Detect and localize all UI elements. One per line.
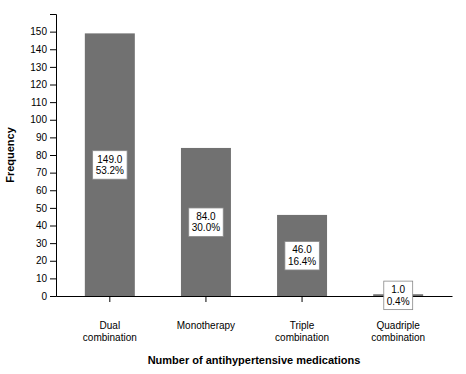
x-axis: Dualcombination Monotherapy Triplecombinat… <box>57 296 453 343</box>
data-label-box <box>384 281 413 310</box>
y-tick-label: 120 <box>30 79 47 90</box>
x-tick-label: Dualcombination <box>83 320 137 343</box>
data-labels: 149.053.2% 84.030.0% 46.016.4% 1.00.4% <box>93 151 413 310</box>
y-tick-label: 30 <box>36 238 48 249</box>
y-tick: 40 <box>36 220 56 231</box>
y-tick-label: 90 <box>36 132 48 143</box>
bars <box>85 33 423 296</box>
plot: 0 10 20 30 40 50 60 70 80 90 100 110 120 130 140 150 Dua… <box>30 15 452 343</box>
data-label-value: 1.0 <box>391 284 405 295</box>
y-tick-mark <box>50 32 56 33</box>
y-tick: 70 <box>36 167 56 178</box>
data-label: 1.00.4% <box>384 281 413 310</box>
data-label-value: 46.0 <box>292 244 312 255</box>
x-axis-title: Number of antihypertensive medications <box>148 354 361 366</box>
x-tick-label: Triplecombination <box>275 320 329 343</box>
x-tick-mark <box>302 296 303 302</box>
data-label-percentage: 53.2% <box>96 165 124 176</box>
x-tick-mark <box>205 296 206 302</box>
data-label-percentage: 30.0% <box>192 222 220 233</box>
bar <box>85 33 135 296</box>
data-label-text: 149.053.2% <box>96 154 124 177</box>
y-tick: 10 <box>36 273 56 284</box>
y-axis: 0 10 20 30 40 50 60 70 80 90 100 110 120 130 140 150 <box>30 15 56 302</box>
y-axis-line <box>50 15 57 297</box>
y-tick-label: 150 <box>30 26 47 37</box>
data-label-percentage: 0.4% <box>387 296 410 307</box>
y-tick-mark <box>50 102 56 103</box>
y-tick-label: 40 <box>36 220 48 231</box>
y-tick-label: 70 <box>36 167 48 178</box>
y-tick-label: 10 <box>36 273 48 284</box>
data-label-value: 84.0 <box>196 211 216 222</box>
data-label-box <box>285 241 319 270</box>
y-tick: 90 <box>36 132 56 143</box>
y-tick: 150 <box>30 26 56 37</box>
y-tick: 50 <box>36 203 56 214</box>
y-axis-title: Frequency <box>4 126 16 183</box>
x-tick: Dualcombination <box>83 296 137 343</box>
y-tick: 30 <box>36 238 56 249</box>
y-tick-mark <box>50 190 56 191</box>
y-tick-mark <box>50 155 56 156</box>
y-tick-mark <box>50 173 56 174</box>
y-tick-label: 60 <box>36 185 48 196</box>
data-label-percentage: 16.4% <box>288 256 316 267</box>
y-tick-label: 20 <box>36 255 48 266</box>
y-tick-label: 100 <box>30 114 47 125</box>
x-tick-mark <box>109 296 110 302</box>
y-tick-mark <box>50 243 56 244</box>
data-label: 149.053.2% <box>93 151 127 180</box>
y-tick: 130 <box>30 62 56 73</box>
x-tick-label: Monotherapy <box>177 320 235 331</box>
data-label: 46.016.4% <box>285 241 319 270</box>
data-label-text: 1.00.4% <box>387 284 410 307</box>
y-tick-mark <box>50 137 56 138</box>
y-tick-label: 110 <box>31 97 47 108</box>
chart: 0 10 20 30 40 50 60 70 80 90 100 110 120 130 140 150 Dua… <box>0 0 466 374</box>
y-tick: 0 <box>41 291 56 302</box>
y-tick-mark <box>50 85 56 86</box>
y-tick-mark <box>50 67 56 68</box>
y-tick-mark <box>50 120 56 121</box>
data-label-value: 149.0 <box>97 154 122 165</box>
y-tick-label: 50 <box>36 203 48 214</box>
bar <box>277 215 327 296</box>
x-tick-label: Quadriplecombination <box>371 320 425 343</box>
y-tick: 100 <box>30 114 56 125</box>
x-tick: Monotherapy <box>177 296 235 331</box>
y-tick-label: 140 <box>30 44 47 55</box>
y-tick: 120 <box>30 79 56 90</box>
y-tick-mark <box>50 226 56 227</box>
y-tick-mark <box>50 208 56 209</box>
x-tick: Triplecombination <box>275 296 329 343</box>
data-label-box <box>93 151 127 180</box>
y-tick: 140 <box>30 44 56 55</box>
bar <box>181 148 231 296</box>
y-tick-mark <box>50 49 56 50</box>
y-tick-label: 0 <box>41 291 47 302</box>
data-label-text: 46.016.4% <box>288 244 316 267</box>
data-label-box <box>189 208 223 237</box>
y-tick: 60 <box>36 185 56 196</box>
y-tick: 20 <box>36 255 56 266</box>
y-tick: 110 <box>31 97 56 108</box>
y-tick-mark <box>50 261 56 262</box>
x-tick: Quadriplecombination <box>371 296 425 343</box>
y-tick: 80 <box>36 150 56 161</box>
y-tick-label: 130 <box>30 62 47 73</box>
y-tick-mark <box>50 278 56 279</box>
data-label-text: 84.030.0% <box>192 211 220 234</box>
y-tick-mark <box>50 296 56 297</box>
data-label: 84.030.0% <box>189 208 223 237</box>
y-tick-label: 80 <box>36 150 48 161</box>
